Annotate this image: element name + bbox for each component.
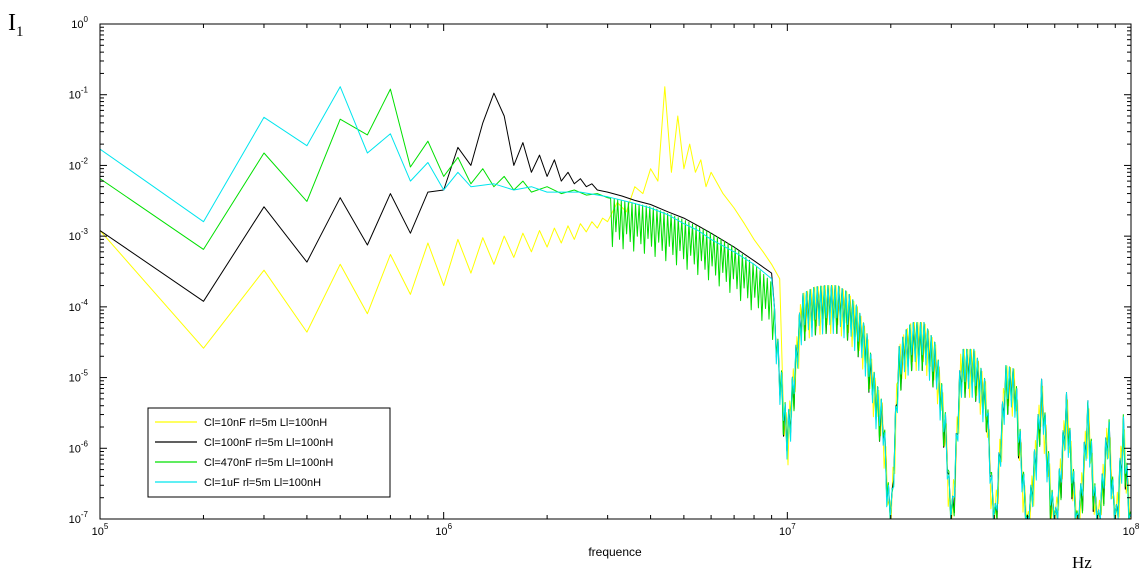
y-tick-label: 100 (71, 15, 88, 31)
y-axis-label: I1 (8, 10, 24, 41)
x-tick-label: 105 (92, 522, 109, 538)
y-tick-label: 10-6 (69, 439, 89, 455)
x-axis-label: frequence (588, 545, 642, 559)
x-tick-label: 106 (435, 522, 452, 538)
x-unit-label: Hz (1072, 553, 1092, 572)
y-tick-label: 10-5 (69, 369, 89, 385)
y-tick-label: 10-1 (69, 86, 89, 102)
plot-area-frame (99, 23, 1132, 520)
y-tick-label: 10-2 (69, 156, 89, 172)
legend-entry: Cl=10nF rl=5m Ll=100nH (204, 417, 327, 429)
y-tick-label: 10-4 (69, 298, 89, 314)
x-tick-label: 108 (1123, 522, 1140, 538)
x-tick-label: 107 (779, 522, 796, 538)
legend-entry: Cl=470nF rl=5m Ll=100nH (204, 457, 333, 469)
y-axis-label-subscript: 1 (16, 23, 24, 40)
legend-entry: Cl=100nF rl=5m Ll=100nH (204, 437, 333, 449)
tick-layer: 105 106 107 108 10-7 10-6 10-5 10-4 10-3 10-2 10-1… (69, 15, 1140, 538)
y-tick-label: 10-7 (69, 510, 89, 526)
series-line (100, 86, 1131, 519)
y-axis-label-base: I (8, 10, 16, 36)
series-layer (100, 86, 1131, 519)
y-tick-label: 10-3 (69, 227, 89, 243)
legend: Cl=10nF rl=5m Ll=100nH Cl=100nF rl=5m Ll=… (147, 407, 391, 498)
legend-entry: Cl=1uF rl=5m Ll=100nH (204, 477, 321, 489)
